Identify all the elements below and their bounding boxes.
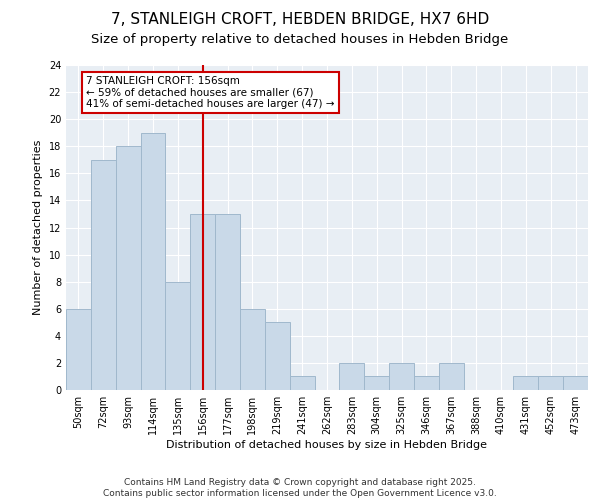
Bar	[240, 308, 265, 390]
Bar	[439, 363, 464, 390]
Text: 7, STANLEIGH CROFT, HEBDEN BRIDGE, HX7 6HD: 7, STANLEIGH CROFT, HEBDEN BRIDGE, HX7 6…	[111, 12, 489, 28]
Text: 7 STANLEIGH CROFT: 156sqm
← 59% of detached houses are smaller (67)
41% of semi-: 7 STANLEIGH CROFT: 156sqm ← 59% of detac…	[86, 76, 334, 109]
Bar	[414, 376, 439, 390]
Bar	[140, 132, 166, 390]
Bar	[116, 146, 140, 390]
X-axis label: Distribution of detached houses by size in Hebden Bridge: Distribution of detached houses by size …	[167, 440, 487, 450]
Bar	[215, 214, 240, 390]
Bar	[166, 282, 190, 390]
Bar	[265, 322, 290, 390]
Bar	[340, 363, 364, 390]
Bar	[290, 376, 314, 390]
Bar	[364, 376, 389, 390]
Bar	[66, 308, 91, 390]
Bar	[389, 363, 414, 390]
Text: Contains HM Land Registry data © Crown copyright and database right 2025.
Contai: Contains HM Land Registry data © Crown c…	[103, 478, 497, 498]
Text: Size of property relative to detached houses in Hebden Bridge: Size of property relative to detached ho…	[91, 32, 509, 46]
Bar	[538, 376, 563, 390]
Bar	[190, 214, 215, 390]
Bar	[563, 376, 588, 390]
Bar	[91, 160, 116, 390]
Y-axis label: Number of detached properties: Number of detached properties	[33, 140, 43, 315]
Bar	[514, 376, 538, 390]
